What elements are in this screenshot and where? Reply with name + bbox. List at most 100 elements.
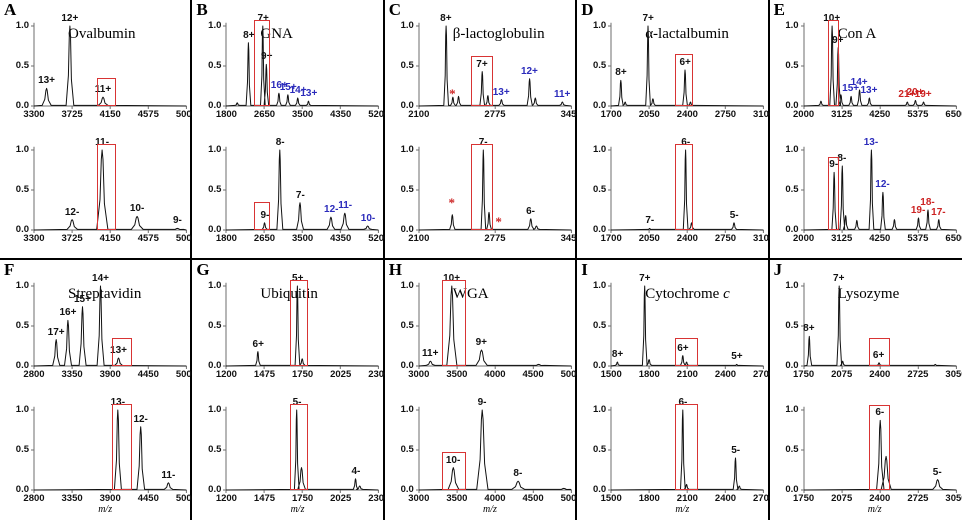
x-tick-label: 1500	[600, 369, 622, 380]
analyte-name: Con A	[837, 26, 877, 42]
panel-letter: H	[388, 260, 403, 279]
spectrum-trace-negative	[608, 146, 765, 233]
x-tick-label: 1475	[253, 369, 276, 380]
x-tick-label: 3125	[831, 233, 853, 244]
peak-label: 16+	[59, 307, 77, 319]
panel-letter: G	[196, 260, 210, 279]
x-tick-label: 2750	[714, 233, 737, 244]
peak-label: 13-	[110, 397, 126, 408]
y-tick-label: 0.5	[15, 60, 29, 71]
x-tick-label: 1475	[253, 493, 276, 504]
peak-label: 10-	[445, 454, 461, 466]
y-tick-label: 1.0	[400, 280, 414, 291]
x-tick-label: 3100	[753, 233, 775, 244]
peak-label: 9-	[172, 215, 182, 227]
x-tick-label: 1800	[638, 369, 660, 380]
x-tick-label: 2075	[831, 493, 853, 504]
peak-label: 10-	[360, 213, 376, 224]
x-tick-label: 2100	[676, 493, 698, 504]
peak-label: 8+	[803, 323, 815, 335]
y-tick-label: 1.0	[592, 20, 607, 31]
y-tick-label: 0.0	[592, 360, 607, 371]
panel-f: F Streptavidin 0.0 0.5 1.0 2800 3350 3900 4450 50…	[0, 260, 197, 520]
panel-letter: D	[581, 0, 594, 19]
x-tick-label: 5200	[368, 233, 390, 244]
y-tick-label: 0.0	[592, 224, 607, 235]
peak-label: 8+	[243, 29, 255, 41]
x-tick-label: 3125	[831, 109, 853, 120]
analyte-name: β-lactoglobulin	[452, 26, 545, 42]
x-tick-label: 2775	[484, 233, 506, 244]
y-tick-label: 0.0	[400, 100, 414, 111]
x-tick-label: 4450	[137, 369, 159, 380]
peak-label: 18-	[920, 197, 935, 208]
peak-label: 13-	[863, 137, 879, 148]
y-tick-label: 0.5	[15, 184, 29, 195]
x-tick-label: 3900	[99, 369, 121, 380]
x-tick-label: 4350	[330, 233, 352, 244]
x-tick-label: 4350	[330, 109, 352, 120]
spectrum-trace-negative	[31, 146, 187, 233]
x-tick-label: 3350	[61, 369, 83, 380]
peak-label: 6-	[875, 407, 885, 419]
peak-label: 8-	[275, 137, 285, 148]
x-tick-label: 3000	[408, 493, 430, 504]
panel-letter: E	[773, 0, 785, 19]
peak-label: 5+	[731, 351, 743, 363]
peak-label: 5-	[932, 466, 942, 478]
peak-label: 8+	[440, 13, 452, 24]
x-tick-label: 2000	[793, 233, 815, 244]
x-tick-label: 3050	[945, 493, 962, 504]
y-tick-label: 0.0	[15, 360, 29, 371]
peak-label: 10+	[443, 273, 461, 284]
x-tick-label: 1800	[215, 233, 237, 244]
x-tick-label: 4575	[137, 109, 159, 120]
panel-letter: B	[196, 0, 208, 19]
peak-label: 6-	[526, 205, 535, 217]
peak-label: 11+	[422, 348, 439, 360]
x-tick-label: 2100	[408, 109, 430, 120]
panel-h: H WGA 0.0 0.5 1.0 3000 3500 4000 4500 5000 11+ 10+ 9…	[384, 260, 582, 520]
x-tick-label: 2300	[368, 369, 390, 380]
peak-label: 14+	[850, 77, 868, 88]
peak-label: 15+	[279, 81, 297, 93]
peak-label: 7-	[295, 189, 305, 201]
x-tick-label: 4150	[99, 233, 121, 244]
x-tick-label: 2025	[330, 493, 352, 504]
y-tick-label: 0.5	[785, 444, 799, 455]
x-tick-label: 2400	[676, 233, 698, 244]
x-tick-label: 4250	[869, 233, 891, 244]
x-tick-label: 2100	[676, 369, 698, 380]
y-tick-label: 0.0	[785, 360, 799, 371]
peak-label: 9-	[260, 209, 270, 221]
x-tick-label: 3100	[753, 109, 775, 120]
spectrum-trace-positive	[608, 282, 765, 369]
peak-label: 14+	[92, 273, 109, 284]
y-tick-label: 1.0	[785, 280, 799, 291]
x-tick-label: 1700	[600, 233, 622, 244]
x-tick-label: 2725	[907, 369, 929, 380]
peak-label: 12-	[64, 206, 80, 218]
x-axis-title: m/z	[482, 504, 497, 515]
y-tick-label: 0.5	[208, 444, 222, 455]
x-tick-label: 1750	[292, 493, 314, 504]
x-tick-label: 1750	[793, 493, 815, 504]
y-tick-label: 0.0	[15, 100, 29, 111]
x-tick-label: 3725	[61, 109, 83, 120]
peak-label: 15+	[842, 83, 860, 95]
y-tick-label: 0.5	[400, 60, 414, 71]
x-tick-label: 3500	[446, 369, 468, 380]
x-tick-label: 5000	[560, 493, 582, 504]
y-tick-label: 1.0	[208, 280, 222, 291]
x-tick-label: 3500	[292, 109, 314, 120]
panel-b: B GNA 0.0 0.5 1.0 1800 2650 3500 4350 5200 8+ 7+ 9+ 1…	[192, 0, 389, 260]
y-tick-label: 1.0	[785, 404, 799, 415]
x-tick-label: 3350	[61, 493, 83, 504]
spectrum-trace-positive	[223, 282, 380, 369]
peak-label: 16+	[270, 80, 288, 92]
x-tick-label: 2000	[793, 109, 815, 120]
x-tick-label: 2775	[484, 109, 506, 120]
x-tick-label: 3900	[99, 493, 121, 504]
spectrum-trace-negative	[800, 406, 957, 493]
